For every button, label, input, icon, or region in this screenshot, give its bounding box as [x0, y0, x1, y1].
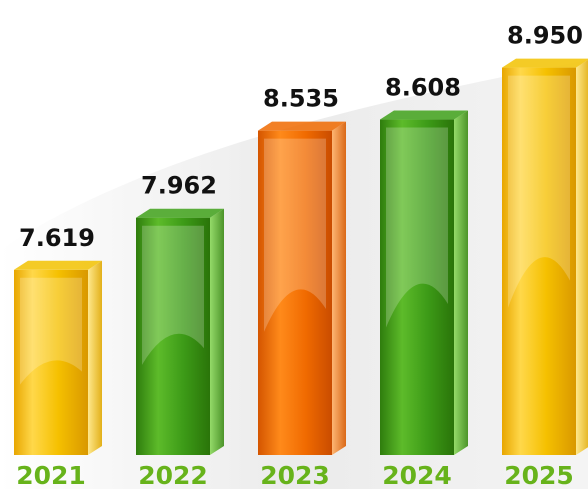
- bar-2021: [14, 260, 102, 455]
- value-label-2022: 7.962: [141, 172, 217, 200]
- bar-top: [380, 110, 468, 120]
- value-label-2024: 8.608: [385, 74, 461, 102]
- category-label-2023: 2023: [260, 461, 330, 489]
- bar-2022: [136, 208, 224, 455]
- bar-front: [502, 67, 576, 455]
- bars-group: [14, 58, 588, 456]
- bar-gloss: [20, 277, 82, 385]
- bar-2023: [258, 121, 346, 456]
- category-label-2021: 2021: [16, 461, 86, 489]
- value-label-2025: 8.950: [507, 22, 583, 50]
- value-label-2023: 8.535: [263, 85, 339, 113]
- bar-gloss: [386, 127, 448, 328]
- category-label-2025: 2025: [504, 461, 574, 489]
- bar-top: [258, 121, 346, 131]
- bar-front: [14, 269, 88, 455]
- bar-side: [88, 260, 102, 455]
- bar-side: [454, 110, 468, 456]
- bar-side: [576, 59, 588, 455]
- bar-gloss: [508, 75, 570, 308]
- category-label-2024: 2024: [382, 461, 452, 489]
- bar-front: [136, 217, 210, 455]
- bar-gloss: [264, 138, 326, 332]
- category-label-2022: 2022: [138, 461, 208, 489]
- bar-2025: [502, 58, 588, 455]
- value-labels-group: 7.619 7.962 8.535 8.608 8.950: [19, 22, 583, 252]
- bar-2024: [380, 110, 468, 456]
- bar-top: [502, 58, 588, 68]
- bar-side: [210, 208, 224, 455]
- bar-front: [380, 119, 454, 456]
- bar-top: [136, 208, 224, 218]
- category-labels-group: 2021 2022 2023 2024 2025: [16, 461, 574, 489]
- bar-front: [258, 130, 332, 455]
- bar-side: [332, 121, 346, 456]
- value-label-2021: 7.619: [19, 224, 95, 252]
- bar-top: [14, 260, 102, 270]
- bar-gloss: [142, 225, 204, 365]
